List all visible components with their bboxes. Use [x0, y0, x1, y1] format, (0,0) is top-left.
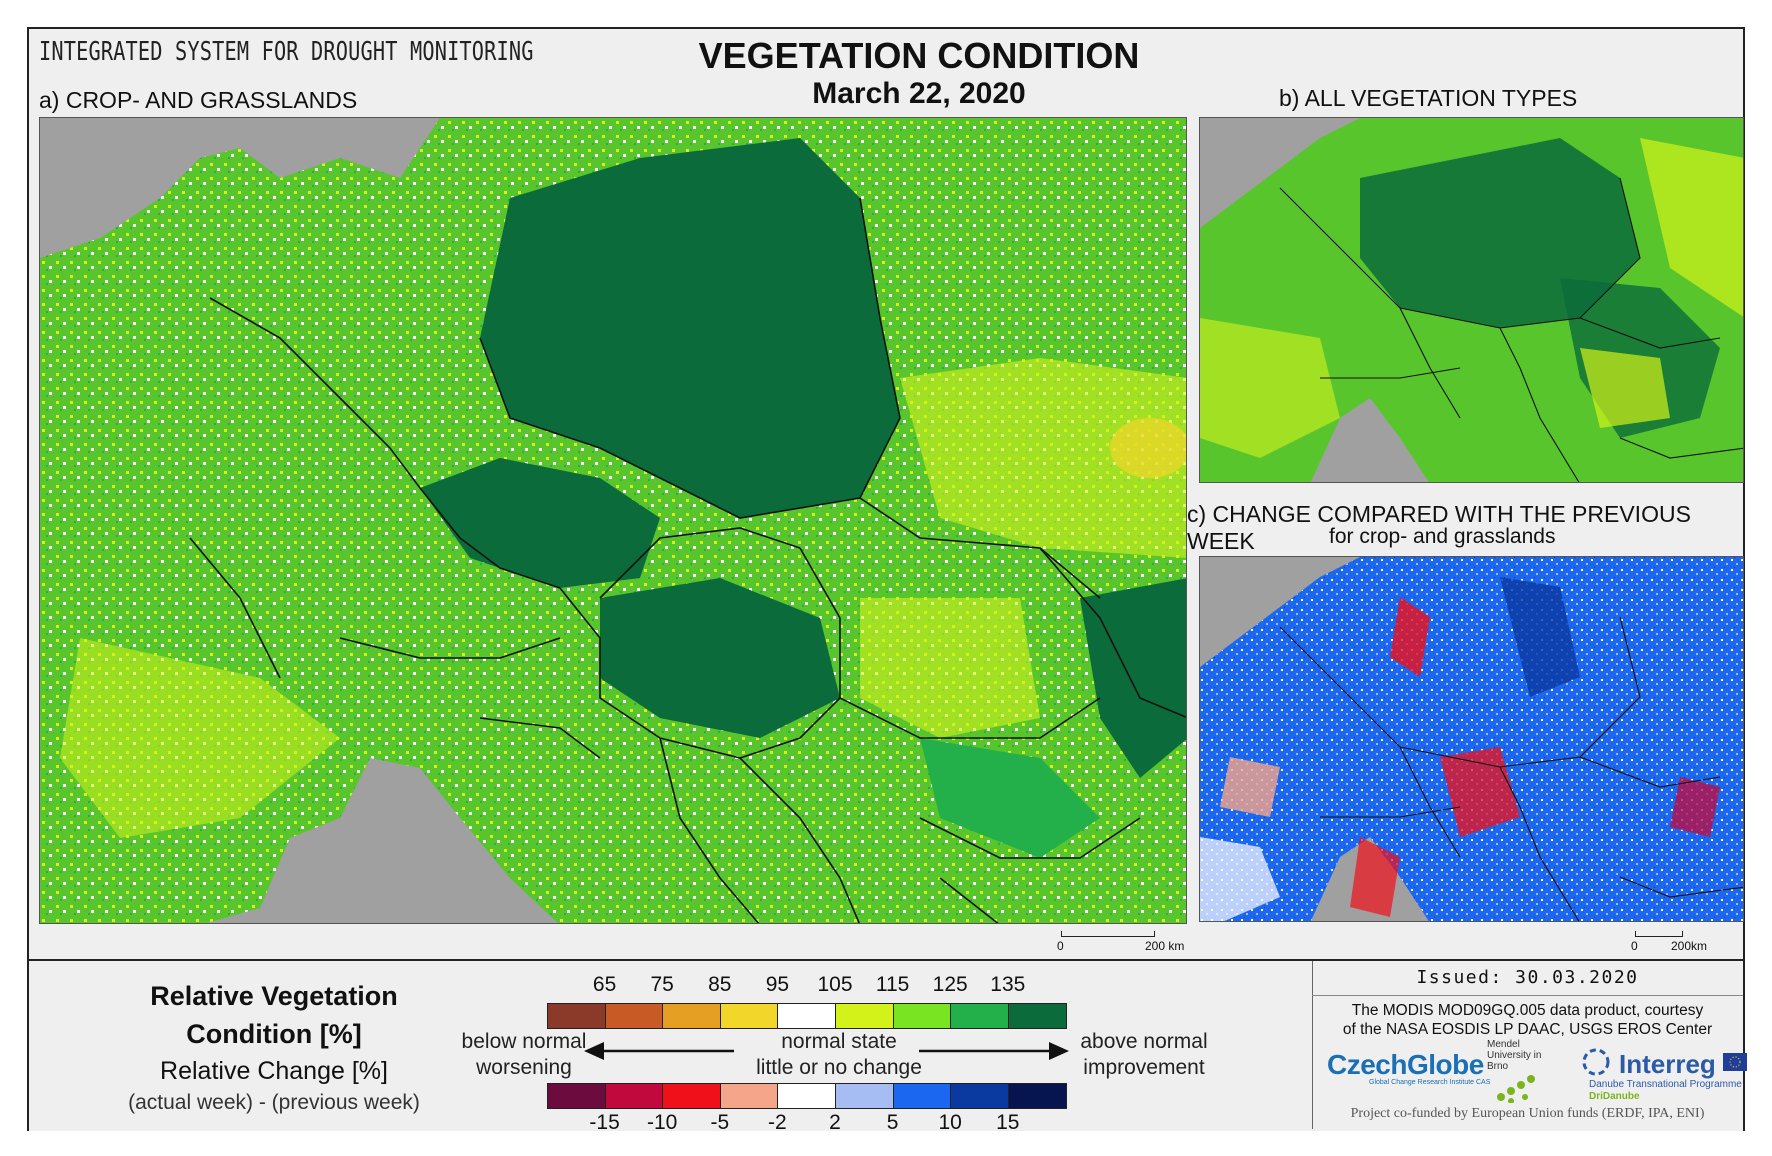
rc-tick-label: -2: [768, 1111, 787, 1134]
rvc-swatch: [605, 1004, 664, 1028]
mendel-logo: Mendel University in Brno: [1487, 1039, 1542, 1072]
above-normal-line1: above normal: [1080, 1030, 1208, 1053]
rvc-swatch: [1008, 1004, 1067, 1028]
system-title: INTEGRATED SYSTEM FOR DROUGHT MONITORING: [39, 37, 534, 67]
scalebar-small-line: [1635, 931, 1683, 937]
issued-divider: [1312, 995, 1743, 996]
legend-band: Relative Vegetation Condition [%] Relati…: [29, 959, 1747, 1134]
credits-box: [1312, 961, 1744, 1129]
data-source-credit: The MODIS MOD09GQ.005 data product, cour…: [1312, 1001, 1743, 1039]
panel-a-label: a) CROP- AND GRASSLANDS: [39, 87, 358, 113]
figure-frame: INTEGRATED SYSTEM FOR DROUGHT MONITORING…: [27, 27, 1747, 1134]
panel-c-sublabel: for crop- and grasslands: [1329, 525, 1556, 548]
rc-legend-title: Relative Change [%]: [160, 1057, 388, 1085]
scalebar-main-label: 200 km: [1145, 939, 1185, 953]
interreg-logo: Interreg: [1619, 1049, 1716, 1079]
credit-line-2: of the NASA EOSDIS LP DAAC, USGS EROS Ce…: [1342, 1021, 1713, 1038]
maps-area: INTEGRATED SYSTEM FOR DROUGHT MONITORING…: [29, 29, 1744, 959]
map-weekly-change: [1199, 556, 1744, 922]
rvc-tick-label: 125: [932, 973, 968, 996]
scalebar-small-zero: 0: [1631, 939, 1638, 953]
rc-swatch: [1008, 1084, 1067, 1108]
below-normal-line1: below normal: [461, 1030, 587, 1053]
mendel-dots-icon: [1497, 1075, 1535, 1103]
rvc-tick-label: 65: [592, 973, 617, 996]
map-a-svg: [40, 118, 1186, 923]
normal-state-line2: little or no change: [756, 1056, 922, 1079]
rvc-swatch: [548, 1004, 606, 1028]
cofunded-note: Project co-funded by European Union fund…: [1350, 1106, 1705, 1121]
main-title: VEGETATION CONDITION: [698, 35, 1140, 76]
rc-legend-subtitle: (actual week) - (previous week): [128, 1091, 420, 1114]
rvc-color-scale: [547, 1003, 1068, 1029]
arrow-left-icon: [584, 1042, 734, 1060]
above-normal-text: above normal improvement: [1059, 1029, 1229, 1081]
rc-tick-label: -10: [647, 1111, 678, 1134]
map-crop-grasslands: [39, 117, 1187, 924]
rc-tick-label: 5: [886, 1111, 899, 1134]
czechglobe-logo: CzechGlobe: [1327, 1049, 1484, 1080]
normal-state-line1: normal state: [781, 1030, 897, 1053]
interreg-swirl-icon: [1582, 1048, 1610, 1076]
rvc-swatch: [893, 1004, 952, 1028]
panel-b-label: b) ALL VEGETATION TYPES: [1279, 85, 1578, 111]
arrow-right-icon: [919, 1042, 1069, 1060]
rc-swatch: [605, 1084, 664, 1108]
rc-swatch: [720, 1084, 779, 1108]
normal-state-text: normal state little or no change: [729, 1029, 949, 1081]
rc-swatch: [835, 1084, 894, 1108]
rvc-swatch: [835, 1004, 894, 1028]
map-all-vegetation: [1199, 117, 1744, 483]
rvc-tick-label: 95: [765, 973, 790, 996]
rc-swatch: [951, 1084, 1009, 1108]
scalebar-main-zero: 0: [1057, 939, 1064, 953]
rvc-tick-label: 75: [650, 973, 674, 996]
rc-tick-label: -5: [710, 1111, 730, 1134]
scalebar-main-line: [1061, 931, 1155, 937]
panel-c-label: c) CHANGE COMPARED WITH THE PREVIOUS WEE…: [1187, 501, 1691, 554]
rc-color-scale: [547, 1083, 1068, 1109]
rvc-tick-label: 135: [990, 973, 1026, 996]
scalebar-small-label: 200km: [1671, 939, 1708, 953]
issued-date: Issued: 30.03.2020: [1416, 967, 1639, 988]
below-normal-line2: worsening: [476, 1056, 572, 1079]
rc-tick-label: 2: [829, 1111, 841, 1134]
rvc-tick-label: 115: [875, 973, 910, 996]
map-b-svg: [1200, 118, 1743, 482]
rc-tick-label: 15: [996, 1111, 1020, 1134]
map-date: March 22, 2020: [812, 77, 1026, 110]
below-normal-text: below normal worsening: [439, 1029, 609, 1081]
eu-flag-icon: [1723, 1053, 1747, 1071]
rc-tick-label: 10: [938, 1111, 962, 1134]
above-normal-line2: improvement: [1083, 1056, 1205, 1079]
rvc-legend-title: Relative Vegetation Condition [%]: [150, 981, 398, 1049]
credit-line-1: The MODIS MOD09GQ.005 data product, cour…: [1351, 1002, 1704, 1019]
rc-swatch: [778, 1084, 836, 1108]
rvc-swatch: [720, 1004, 779, 1028]
rc-swatch: [663, 1084, 721, 1108]
rc-tick-label: -15: [589, 1111, 620, 1134]
rvc-tick-label: 105: [817, 973, 853, 996]
dridanube-label: DriDanube: [1589, 1091, 1640, 1102]
map-c-svg: [1200, 557, 1743, 921]
rc-swatch: [893, 1084, 952, 1108]
rvc-swatch: [778, 1004, 836, 1028]
rvc-swatch: [951, 1004, 1009, 1028]
rc-swatch: [548, 1084, 606, 1108]
czechglobe-subtitle: Global Change Research Institute CAS: [1369, 1079, 1491, 1086]
interreg-subtitle: Danube Transnational Programme: [1589, 1079, 1742, 1090]
rvc-swatch: [663, 1004, 721, 1028]
rvc-tick-label: 85: [708, 973, 732, 996]
